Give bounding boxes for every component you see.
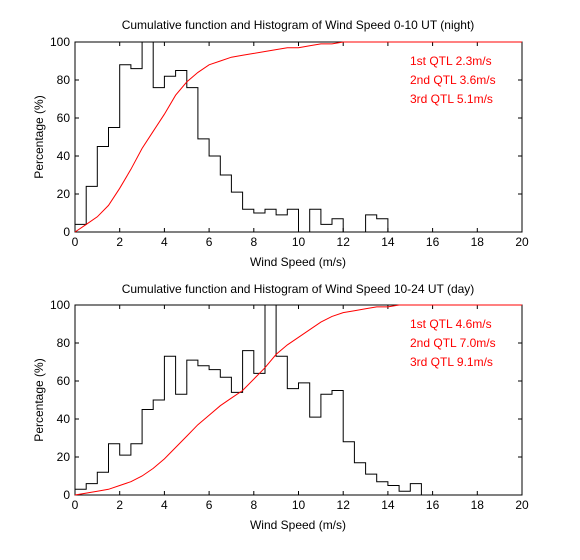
x-tick-label: 20 [515,235,529,249]
annotation-q2: 2nd QTL 3.6m/s [410,73,496,87]
plot-area: 0 2 4 6 8 10 12 14 16 18 20 0 20 40 60 80 100 [50,35,529,249]
x-tick-label: 16 [426,498,440,512]
y-axis-label: Percentage (%) [32,358,46,441]
x-tick-label: 2 [116,498,123,512]
y-tick-label: 20 [57,187,71,201]
chart-title: Cumulative function and Histogram of Win… [122,282,475,296]
x-tick-label: 6 [206,235,213,249]
y-tick-label: 100 [50,298,70,312]
x-axis-label: Wind Speed (m/s) [250,255,346,269]
histogram-series [75,41,400,233]
plot-area: 0 2 4 6 8 10 12 14 16 18 20 0 20 40 60 80 100 [50,298,529,512]
chart-title: Cumulative function and Histogram of Win… [122,18,475,32]
x-tick-label: 14 [381,498,395,512]
x-tick-label: 20 [515,498,529,512]
annotation-q3: 3rd QTL 5.1m/s [410,92,493,106]
cumulative-series [74,304,522,496]
x-tick-label: 18 [471,235,485,249]
chart-day: Cumulative function and Histogram of Win… [32,282,529,532]
y-tick-label: 20 [57,450,71,464]
y-tick-label: 60 [57,111,71,125]
x-tick-label: 8 [250,235,257,249]
axes-box [74,41,523,233]
x-tick-label: 12 [337,498,351,512]
x-tick-label: 8 [250,498,257,512]
x-tick-label: 14 [381,235,395,249]
y-tick-label: 0 [63,488,70,502]
cumulative-series [74,41,522,233]
y-tick-label: 100 [50,35,70,49]
y-tick-label: 0 [63,225,70,239]
x-tick-label: 10 [292,498,306,512]
x-tick-label: 4 [161,498,168,512]
annotation-q3: 3rd QTL 9.1m/s [410,355,493,369]
x-tick-label: 0 [72,235,79,249]
y-tick-label: 40 [57,149,71,163]
y-tick-label: 80 [57,336,71,350]
y-axis-label: Percentage (%) [32,95,46,178]
annotation-q2: 2nd QTL 7.0m/s [410,336,496,350]
x-tick-label: 18 [471,498,485,512]
x-tick-label: 4 [161,235,168,249]
x-tick-label: 0 [72,498,79,512]
x-tick-label: 16 [426,235,440,249]
annotation-q1: 1st QTL 4.6m/s [410,317,492,331]
histogram-series [75,304,422,495]
x-axis-label: Wind Speed (m/s) [250,518,346,532]
chart-night: Cumulative function and Histogram of Win… [32,18,529,269]
annotation-q1: 1st QTL 2.3m/s [410,54,492,68]
y-tick-label: 60 [57,374,71,388]
x-tick-label: 2 [116,235,123,249]
x-tick-label: 12 [337,235,351,249]
axes-box [74,304,523,496]
y-tick-label: 40 [57,412,71,426]
x-tick-label: 10 [292,235,306,249]
x-tick-label: 6 [206,498,213,512]
y-tick-label: 80 [57,73,71,87]
